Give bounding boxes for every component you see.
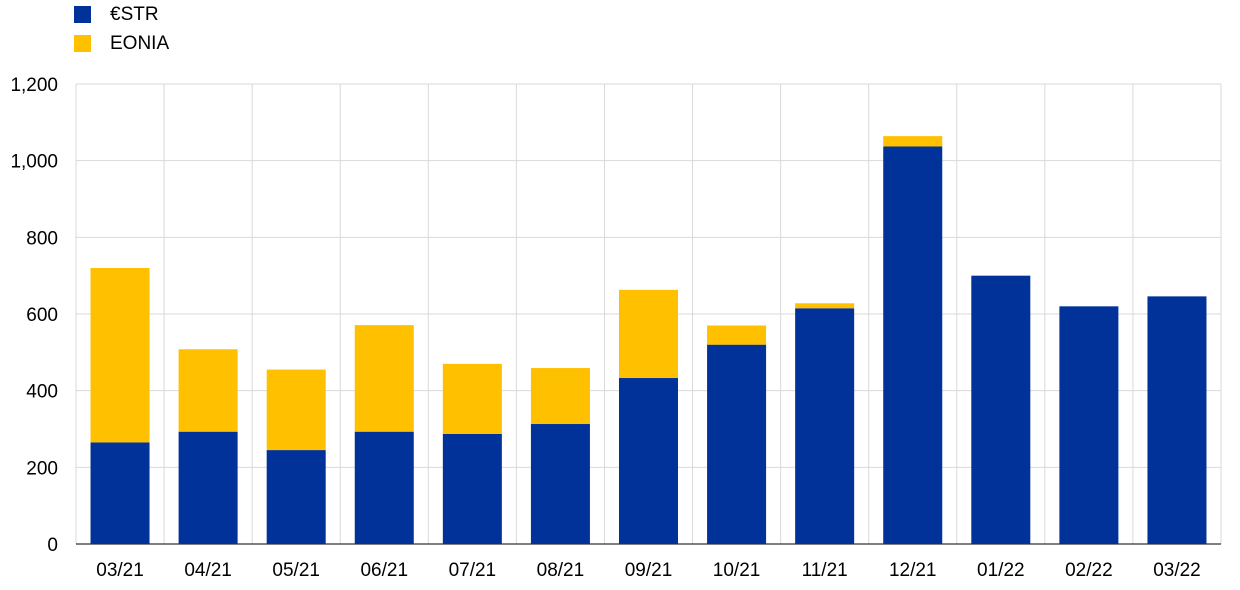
bar-estr-02-22 [1059, 306, 1119, 544]
x-tick-label: 04/21 [184, 560, 232, 581]
bar-estr-04-21 [178, 431, 238, 544]
bar-eonia-10-21 [707, 325, 767, 345]
bar-estr-08-21 [530, 424, 590, 544]
bar-estr-05-21 [266, 450, 326, 544]
y-tick-label: 1,200 [10, 75, 58, 96]
bar-estr-10-21 [707, 344, 767, 544]
y-tick-label: 200 [26, 458, 58, 479]
y-tick-label: 800 [26, 228, 58, 249]
legend-label-estr: €STR [110, 3, 159, 25]
x-axis-ticks: 03/21 04/21 05/21 06/21 07/21 08/21 09/21 10/21… [96, 560, 1200, 581]
bar-eonia-09-21 [618, 289, 678, 379]
x-tick-label: 12/21 [889, 560, 937, 581]
x-tick-label: 01/22 [977, 560, 1025, 581]
bar-estr-09-21 [618, 378, 678, 544]
y-tick-label: 0 [47, 535, 58, 556]
y-axis-ticks: 0 200 400 600 800 1,000 1,200 [10, 75, 58, 556]
bar-estr-11-21 [795, 308, 855, 544]
bar-eonia-05-21 [266, 369, 326, 451]
x-tick-label: 11/21 [802, 560, 848, 581]
x-tick-label: 02/22 [1065, 560, 1113, 581]
bar-estr-03-21 [90, 442, 150, 544]
x-tick-label: 03/22 [1153, 560, 1201, 581]
legend-label-eonia: EONIA [110, 32, 170, 54]
x-tick-label: 09/21 [625, 560, 673, 581]
chart-legend: €STR EONIA [74, 0, 169, 58]
bar-eonia-04-21 [178, 349, 238, 432]
bar-eonia-07-21 [442, 363, 502, 434]
x-tick-label: 03/21 [96, 560, 144, 581]
bar-eonia-06-21 [354, 325, 414, 432]
legend-item-eonia: EONIA [74, 29, 169, 58]
bars [90, 136, 1207, 545]
x-tick-label: 10/21 [713, 560, 761, 581]
bar-estr-01-22 [971, 275, 1031, 544]
bar-estr-12-21 [883, 146, 943, 545]
gridlines [75, 83, 1222, 545]
x-tick-label: 08/21 [537, 560, 585, 581]
legend-swatch-estr [74, 6, 91, 23]
x-tick-label: 05/21 [272, 560, 320, 581]
bar-eonia-12-21 [883, 136, 943, 147]
bar-estr-03-22 [1147, 296, 1207, 544]
legend-swatch-eonia [74, 35, 91, 52]
bar-estr-07-21 [442, 433, 502, 544]
y-tick-label: 400 [26, 382, 58, 403]
bar-eonia-08-21 [530, 368, 590, 425]
bar-estr-06-21 [354, 431, 414, 544]
x-tick-label: 07/21 [449, 560, 497, 581]
bar-eonia-11-21 [795, 303, 855, 309]
y-tick-label: 600 [26, 305, 58, 326]
y-tick-label: 1,000 [10, 152, 58, 173]
x-tick-label: 06/21 [360, 560, 408, 581]
bar-eonia-03-21 [90, 268, 150, 443]
legend-item-estr: €STR [74, 0, 169, 29]
